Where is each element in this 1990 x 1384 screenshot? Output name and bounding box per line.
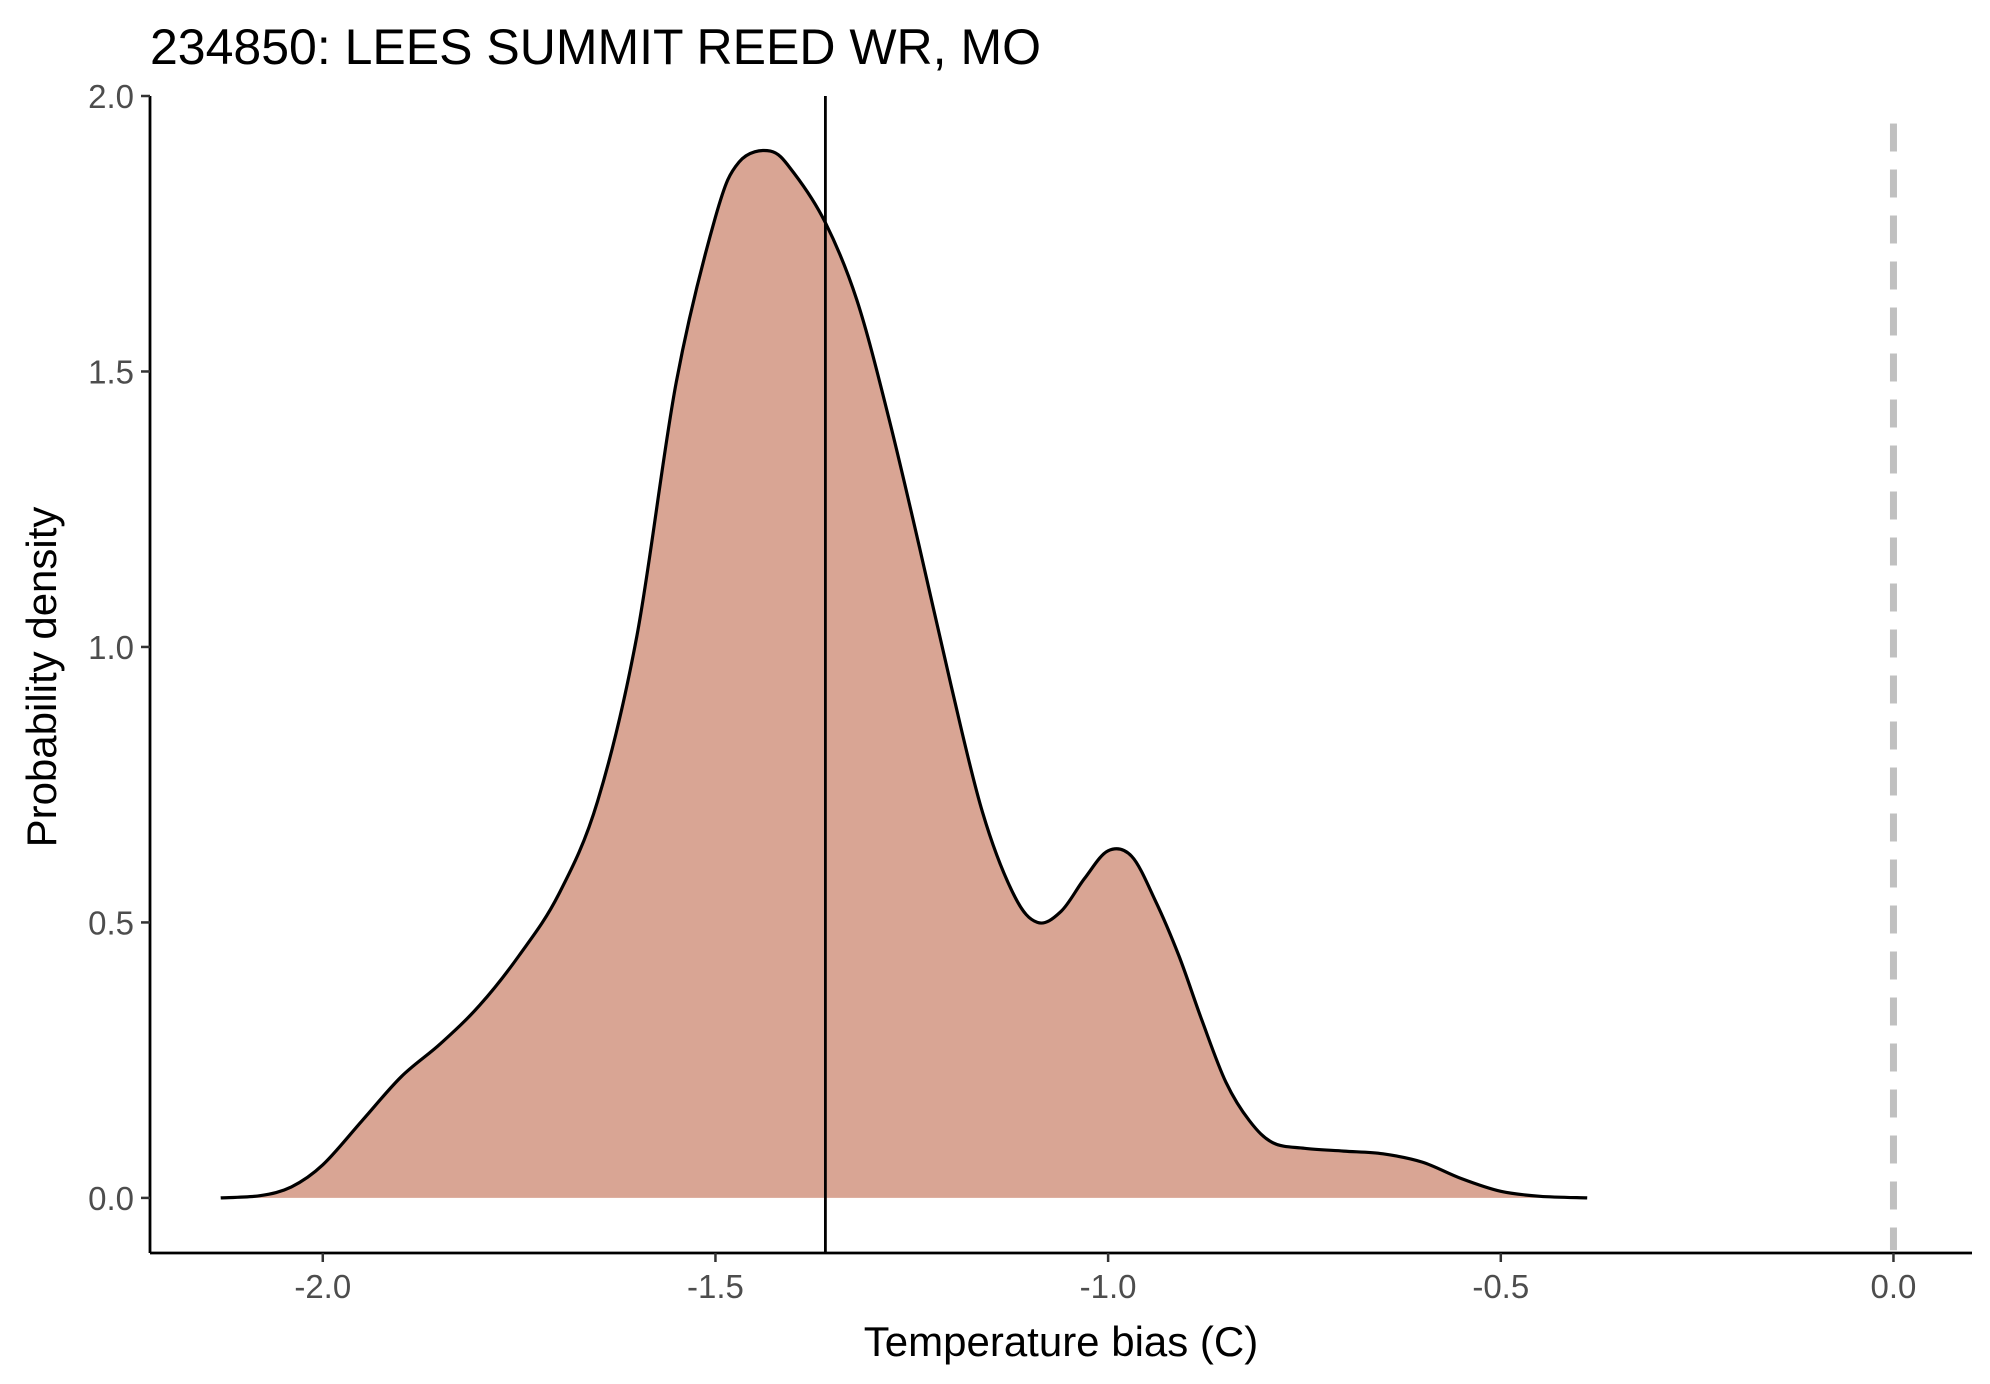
x-tick-label: 0.0 — [1871, 1268, 1917, 1305]
y-tick-label: 1.0 — [88, 629, 134, 666]
density-area — [220, 150, 1588, 1198]
y-tick-label: 1.5 — [88, 353, 134, 390]
x-axis-title: Temperature bias (C) — [864, 1318, 1258, 1365]
x-tick-label: -1.5 — [687, 1268, 744, 1305]
y-tick-label: 0.5 — [88, 904, 134, 941]
axes: -2.0 -1.5 -1.0 -0.5 0.0 0.0 0.5 1.0 1.5 2.0 — [88, 78, 1972, 1305]
chart-title: 234850: LEES SUMMIT REED WR, MO — [150, 19, 1041, 75]
x-tick-label: -0.5 — [1472, 1268, 1529, 1305]
plot-area — [220, 96, 1897, 1253]
x-tick-label: -1.0 — [1080, 1268, 1137, 1305]
y-tick-label: 0.0 — [88, 1180, 134, 1217]
y-axis-title: Probability density — [18, 507, 65, 848]
y-tick-label: 2.0 — [88, 78, 134, 115]
density-curve — [220, 148, 1588, 1200]
x-tick-label: -2.0 — [294, 1268, 351, 1305]
